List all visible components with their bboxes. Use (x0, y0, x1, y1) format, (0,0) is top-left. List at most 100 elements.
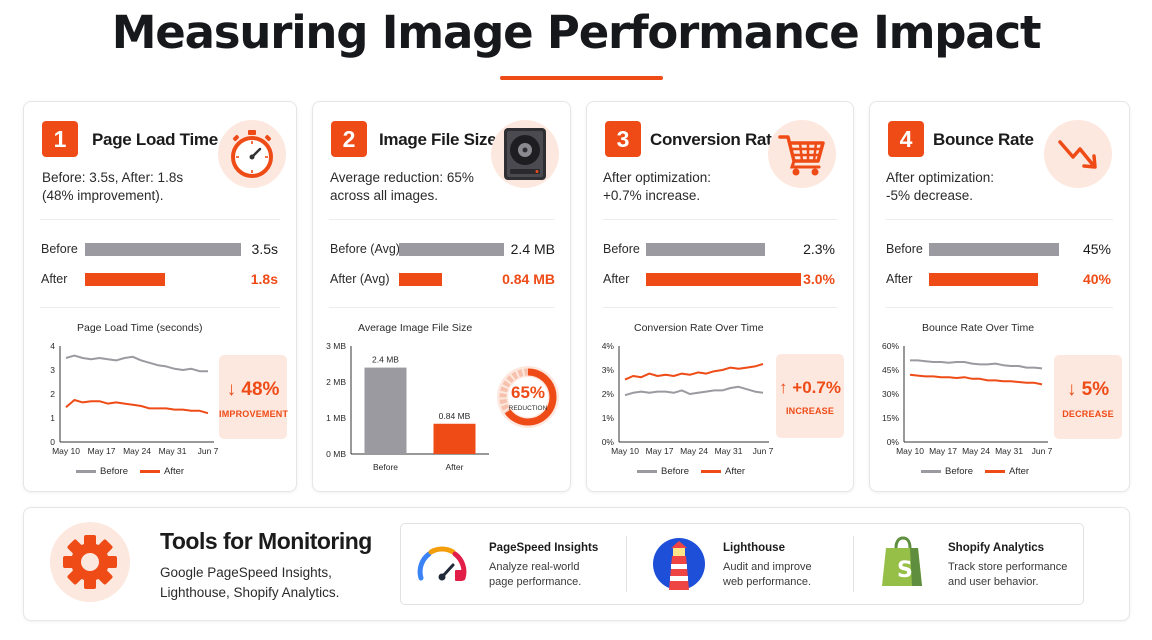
y-tick-label: 0% (602, 437, 615, 447)
x-tick-label: May 10 (896, 446, 924, 456)
shopify-bag-icon: S (882, 536, 922, 586)
card-conversion-rate: 3 Conversion Rate After optimization: +0… (586, 101, 854, 492)
before-value: 45% (1082, 241, 1111, 257)
y-tick-label: 0% (887, 437, 900, 447)
bounce-rate-chart: 0% 15% 30% 45% 60% May 10 May 17 May 24 May 31 Ju… (882, 341, 1053, 456)
series-line-before (624, 385, 764, 397)
before-bar (646, 243, 765, 256)
y-tick-label: 30% (882, 389, 899, 399)
image-file-size-chart: 0 MB 1 MB 2 MB 3 MB 2.4 MB Before 0.84 MB After (326, 341, 489, 472)
impact-value: ↓ 5% (1066, 379, 1110, 400)
speedometer-icon (417, 546, 467, 581)
after-value: 3.0% (803, 271, 835, 287)
card-title: Page Load Time (92, 130, 218, 149)
card-number-badge: 2 (331, 121, 367, 157)
x-tick-label: May 24 (680, 446, 708, 456)
trend-down-icon (1044, 120, 1112, 188)
hard-drive-icon (491, 120, 559, 188)
card-summary: After optimization: +0.7% increase. (603, 170, 712, 203)
tool-description: Track store performance and user behavio… (948, 561, 1068, 588)
bar-value-label: 0.84 MB (439, 411, 471, 421)
before-label: Before (41, 242, 78, 256)
card-title: Image File Size (379, 130, 497, 149)
after-bar (929, 273, 1038, 286)
y-tick-label: 2 MB (326, 377, 346, 387)
y-tick-label: 60% (882, 341, 899, 351)
bar-after (433, 423, 476, 454)
tool-pagespeed-insights[interactable]: PageSpeed Insights Analyze real-world pa… (401, 524, 626, 604)
after-value: 40% (1082, 271, 1111, 287)
y-tick-label: 1 MB (326, 413, 346, 423)
tool-name: PageSpeed Insights (489, 542, 599, 554)
series-line-after (65, 399, 209, 415)
after-value: 0.84 MB (502, 271, 555, 287)
before-bar (399, 243, 504, 256)
x-tick-label: Jun 7 (753, 446, 774, 456)
card-number-badge: 3 (605, 121, 641, 157)
y-tick-label: 1% (602, 413, 615, 423)
impact-label: DECREASE (1062, 409, 1114, 419)
lighthouse-icon (653, 538, 705, 590)
before-label: Before (Avg) (330, 242, 400, 256)
tools-list: PageSpeed Insights Analyze real-world pa… (400, 523, 1084, 605)
divider (886, 307, 1113, 308)
y-tick-label: 15% (882, 413, 899, 423)
tool-shopify-analytics[interactable]: S Shopify Analytics Track store performa… (854, 524, 1084, 604)
x-tick-label: May 17 (646, 446, 674, 456)
reduction-gauge: 65% REDUCTION (494, 355, 562, 439)
chart-legend: Before After (921, 466, 1029, 477)
y-tick-label: 3 (50, 365, 55, 375)
svg-text:S: S (897, 558, 913, 583)
before-label: Before (886, 242, 923, 256)
legend-item-after: After (140, 466, 184, 477)
page-load-time-chart: 0 1 2 3 4 May 10 May 17 May 24 May 31 Jun 7 (50, 341, 219, 456)
y-tick-label: 1 (50, 413, 55, 423)
divider (329, 307, 554, 308)
before-label: Before (603, 242, 640, 256)
after-bar (85, 273, 165, 286)
impact-label: IMPROVEMENT (219, 409, 289, 419)
y-tick-label: 3% (602, 365, 615, 375)
after-label: After (886, 272, 913, 286)
series-line-before (65, 354, 208, 373)
x-tick-label: May 10 (52, 446, 80, 456)
chart-legend: Before After (637, 466, 745, 477)
stopwatch-icon (218, 120, 286, 188)
shopping-cart-icon (768, 120, 836, 188)
separator (626, 536, 627, 592)
divider (603, 307, 837, 308)
impact-label: INCREASE (785, 406, 835, 416)
card-title: Conversion Rate (650, 130, 781, 149)
bar-before (364, 367, 407, 454)
separator (853, 536, 854, 592)
impact-box: ↑ +0.7% INCREASE (776, 354, 844, 438)
y-tick-label: 0 MB (326, 449, 346, 459)
before-value: 3.5s (251, 241, 278, 257)
after-label: After (Avg) (330, 272, 390, 286)
impact-label: REDUCTION (508, 405, 548, 412)
before-bar (929, 243, 1059, 256)
after-value: 1.8s (250, 271, 278, 287)
tool-description: Audit and improve web performance. (723, 561, 812, 588)
chart-legend: Before After (76, 466, 184, 477)
tool-lighthouse[interactable]: Lighthouse Audit and improve web perform… (627, 524, 853, 604)
card-summary: After optimization: -5% decrease. (886, 170, 995, 203)
x-tick-label: May 24 (123, 446, 151, 456)
divider (603, 219, 837, 220)
card-title: Bounce Rate (933, 130, 1034, 149)
legend-item-after: After (701, 466, 745, 477)
x-tick-label: May 31 (159, 446, 187, 456)
divider (329, 219, 554, 220)
card-image-file-size: 2 Image File Size Average reduction: 65%… (312, 101, 571, 492)
legend-item-before: Before (921, 466, 973, 477)
card-number-badge: 4 (888, 121, 924, 157)
tools-title: Tools for Monitoring (160, 528, 372, 554)
divider (40, 219, 280, 220)
x-tick-label: Jun 7 (198, 446, 219, 456)
x-category-label: Before (373, 462, 398, 472)
impact-value: 65% (510, 383, 546, 402)
title-underline (500, 76, 663, 80)
y-tick-label: 4 (50, 341, 55, 351)
after-label: After (603, 272, 630, 286)
y-tick-label: 3 MB (326, 341, 346, 351)
